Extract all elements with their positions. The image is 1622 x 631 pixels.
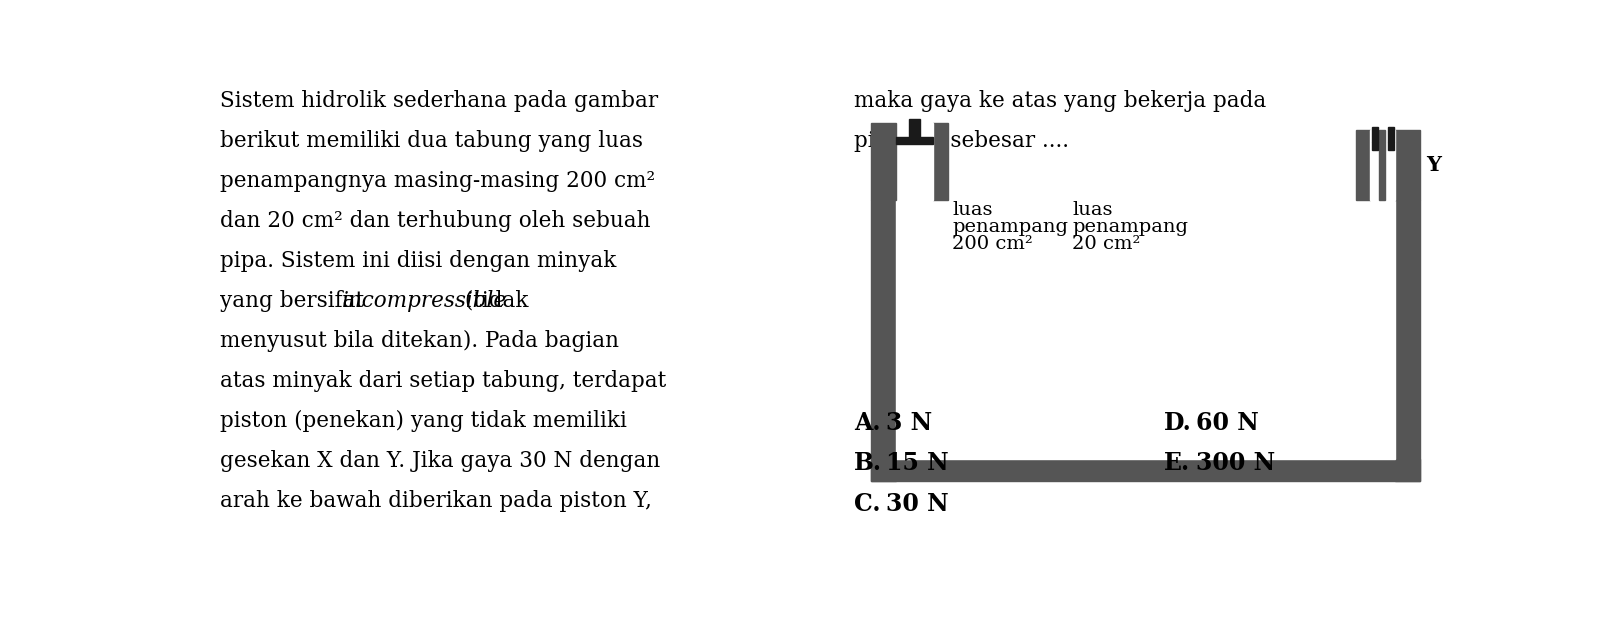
Text: 30 N: 30 N [886,492,949,516]
Text: D.: D. [1163,411,1192,435]
Bar [908,119,920,136]
Bar [895,122,933,199]
Bar [933,122,949,199]
Text: menyusut bila ditekan). Pada bagian: menyusut bila ditekan). Pada bagian [221,330,620,352]
Text: 3 N: 3 N [886,411,933,435]
Text: Y: Y [1426,155,1440,175]
Text: yang bersifat: yang bersifat [221,290,371,312]
Text: luas: luas [1072,201,1113,219]
Text: berikut memiliki dua tabung yang luas: berikut memiliki dua tabung yang luas [221,129,642,151]
Text: penampang: penampang [952,218,1069,236]
Text: 20 cm²: 20 cm² [1072,235,1140,253]
Text: Sistem hidrolik sederhana pada gambar: Sistem hidrolik sederhana pada gambar [221,90,659,112]
Bar [871,199,895,481]
Text: 200 cm²: 200 cm² [952,235,1033,253]
Text: C.: C. [853,492,881,516]
Bar [871,459,1419,481]
Text: A.: A. [853,411,881,435]
Text: pipa. Sistem ini diisi dengan minyak: pipa. Sistem ini diisi dengan minyak [221,250,616,272]
Bar [1379,131,1385,199]
Text: 60 N: 60 N [1197,411,1259,435]
Bar [871,122,895,199]
Bar [1395,131,1419,199]
Bar [1388,142,1393,150]
Bar [1372,142,1379,150]
Bar [895,199,1395,459]
Text: piston (penekan) yang tidak memiliki: piston (penekan) yang tidak memiliki [221,410,626,432]
Text: X: X [908,150,925,170]
Text: (tidak: (tidak [459,290,529,312]
Text: gesekan X dan Y. Jika gaya 30 N dengan: gesekan X dan Y. Jika gaya 30 N dengan [221,450,660,472]
Text: incompressible: incompressible [342,290,508,312]
Bar [1356,131,1371,199]
Text: 300 N: 300 N [1197,451,1275,476]
Bar [1395,199,1419,481]
Text: atas minyak dari setiap tabung, terdapat: atas minyak dari setiap tabung, terdapat [221,370,667,392]
Bar [1372,127,1379,142]
Text: penampang: penampang [1072,218,1189,236]
Text: E.: E. [1163,451,1191,476]
Text: luas: luas [952,201,993,219]
Bar [895,136,933,144]
Bar [1388,127,1393,142]
Text: dan 20 cm² dan terhubung oleh sebuah: dan 20 cm² dan terhubung oleh sebuah [221,209,650,232]
Text: 15 N: 15 N [886,451,949,476]
Text: maka gaya ke atas yang bekerja pada: maka gaya ke atas yang bekerja pada [853,90,1267,112]
Text: B.: B. [853,451,882,476]
Text: arah ke bawah diberikan pada piston Y,: arah ke bawah diberikan pada piston Y, [221,490,652,512]
Text: penampangnya masing-masing 200 cm²: penampangnya masing-masing 200 cm² [221,170,655,192]
Bar [1371,131,1395,199]
Text: piston X sebesar ....: piston X sebesar .... [853,129,1069,151]
